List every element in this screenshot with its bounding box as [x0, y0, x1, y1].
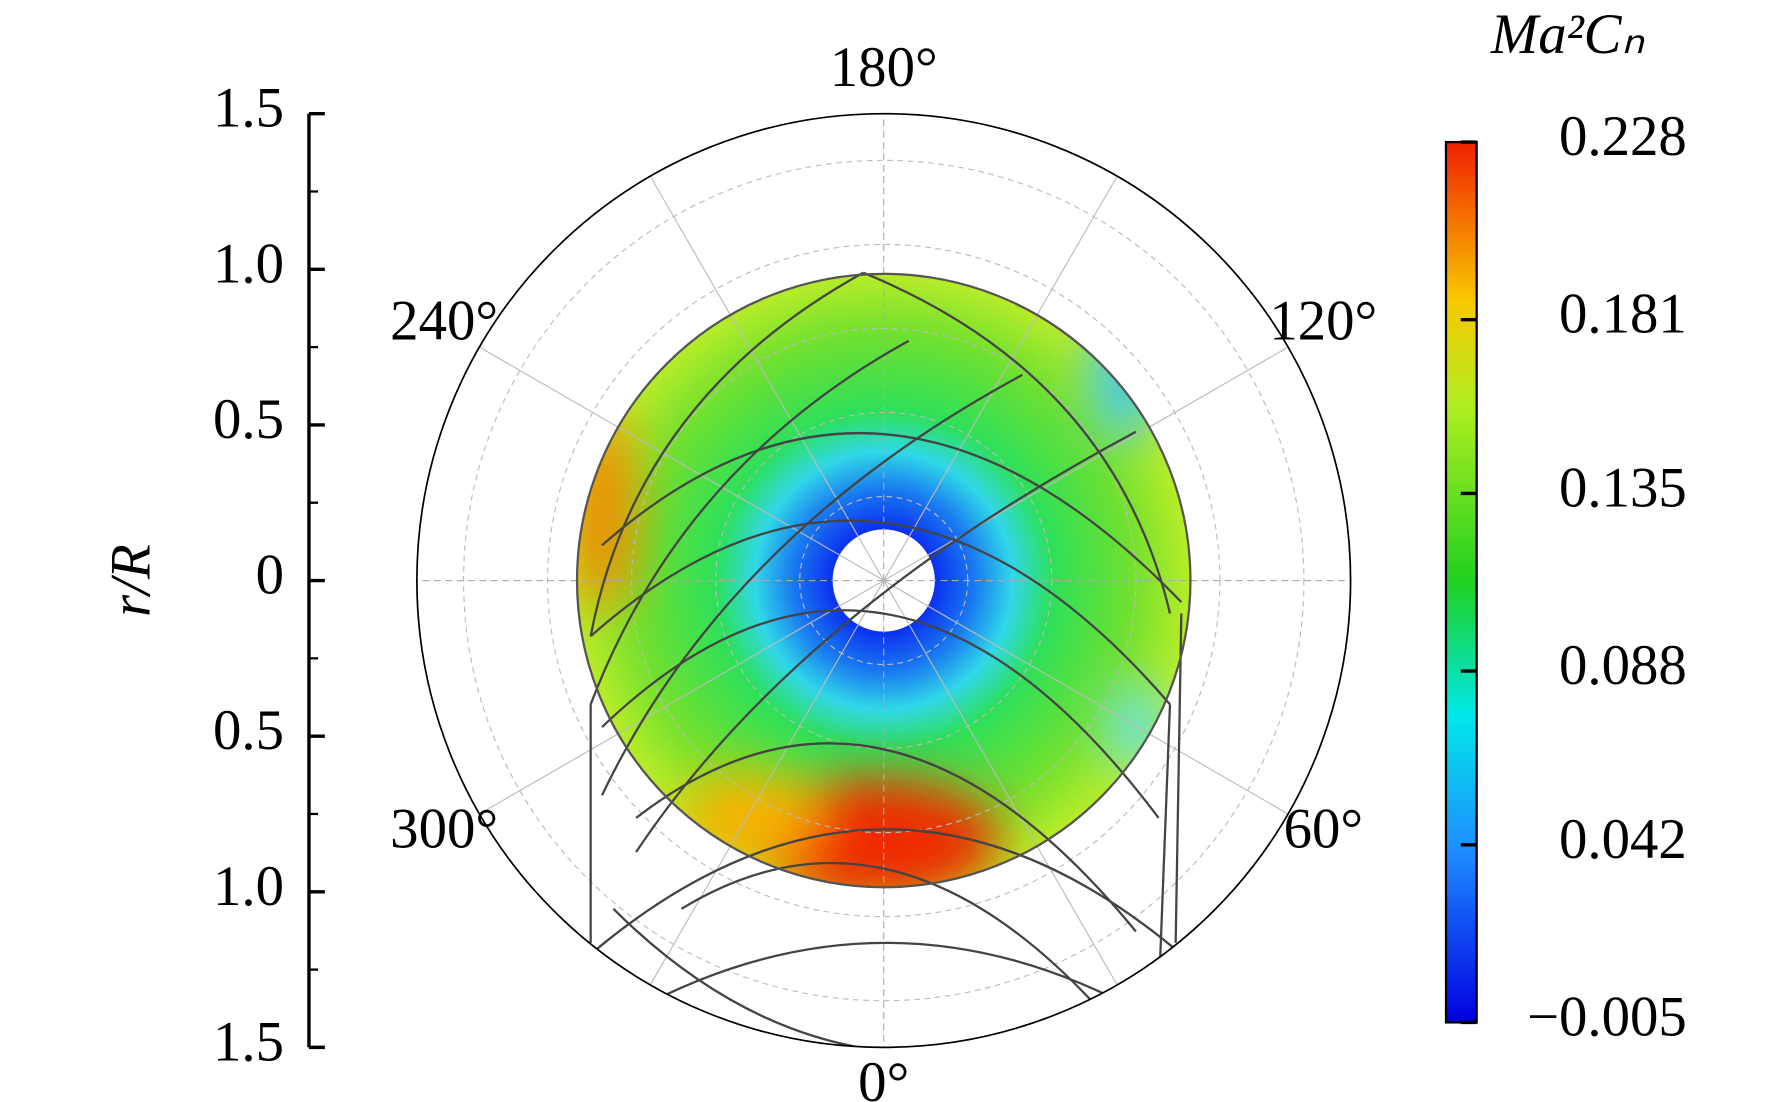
colorbar-tick-label: 0.181: [1559, 283, 1687, 346]
y-axis-label: r/R: [99, 544, 162, 617]
angle-label: 240°: [390, 290, 498, 353]
spoke: [883, 175, 1118, 581]
polar-outline: [416, 112, 1352, 1049]
range-ring: [715, 411, 1053, 750]
y-tick-label: 0.5: [213, 699, 284, 762]
angle-label: 180°: [830, 36, 938, 99]
angle-label: 60°: [1284, 797, 1364, 860]
spoke: [883, 346, 1289, 582]
data-boundary: [575, 272, 1192, 889]
colorbar: [1444, 140, 1478, 1024]
colorbar-tick-label: −0.005: [1527, 985, 1687, 1048]
spoke: [883, 580, 1289, 815]
angle-label: 300°: [390, 797, 498, 860]
spoke: [479, 346, 885, 582]
range-ring: [631, 327, 1137, 834]
colorbar-tick-label: 0.135: [1559, 456, 1687, 519]
angle-label: 0°: [858, 1051, 909, 1102]
spoke: [649, 175, 885, 581]
colorbar-tick-label: 0.042: [1559, 808, 1687, 871]
range-ring: [462, 159, 1305, 1002]
spoke: [883, 580, 1118, 986]
y-tick-label: 0.5: [213, 388, 284, 451]
y-tick-label: 0: [256, 544, 284, 607]
polar-grid: [416, 113, 1351, 1048]
y-tick-label: 1.0: [213, 232, 284, 295]
spoke: [479, 580, 885, 815]
colorbar-tick-label: 0.088: [1559, 634, 1687, 697]
spoke: [649, 580, 885, 986]
angle-label: 120°: [1269, 290, 1377, 353]
y-tick-label: 1.5: [213, 77, 284, 140]
colorbar-tick-label: 0.228: [1559, 105, 1687, 168]
range-ring: [799, 495, 969, 666]
y-tick-label: 1.5: [213, 1010, 284, 1073]
blade-mesh: [589, 271, 1183, 1048]
y-tick-label: 1.0: [213, 855, 284, 918]
colorbar-title: Ma²Cₙ: [1490, 3, 1646, 66]
range-ring: [547, 243, 1221, 918]
